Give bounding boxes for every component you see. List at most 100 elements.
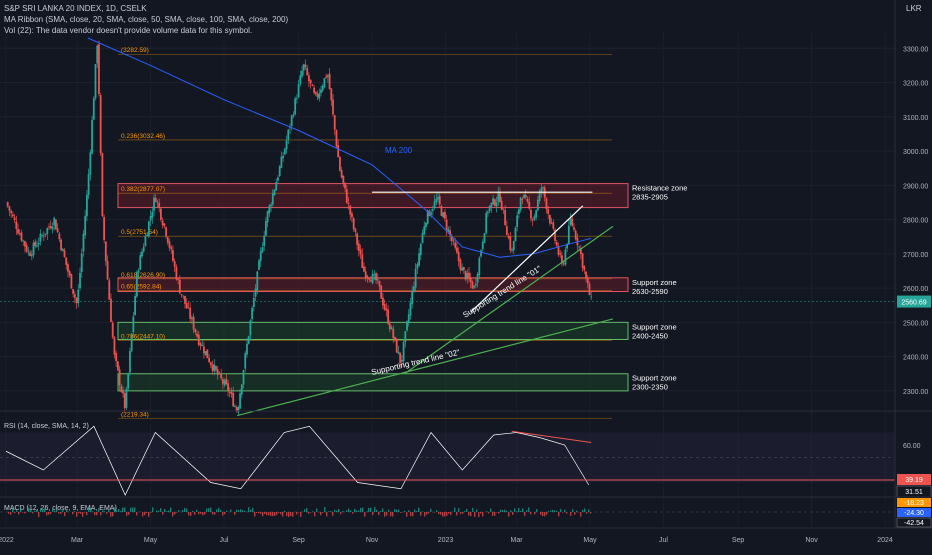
candle-body	[439, 196, 441, 204]
candle-body	[175, 267, 177, 280]
candle-body	[341, 170, 343, 177]
candle-body	[516, 215, 518, 227]
candle-body	[258, 260, 260, 269]
candle-body	[119, 369, 121, 385]
candle-body	[578, 247, 580, 248]
macd-histogram-bar	[296, 512, 297, 514]
macd-histogram-bar	[114, 508, 115, 512]
candle-body	[503, 208, 505, 209]
zone-title: Resistance zone	[632, 184, 687, 193]
macd-histogram-bar	[360, 508, 361, 512]
candle-body	[188, 307, 190, 308]
candle-body	[480, 250, 482, 256]
candle-body	[22, 241, 24, 242]
candle-body	[33, 243, 35, 255]
candle-body	[274, 190, 276, 195]
candle-body	[205, 351, 207, 355]
macd-histogram-bar	[306, 508, 307, 512]
candle-body	[98, 44, 100, 94]
candle-body	[157, 202, 159, 203]
candle-body	[212, 365, 214, 371]
macd-histogram-bar	[212, 512, 213, 515]
candle-body	[454, 243, 456, 248]
candle-body	[184, 296, 186, 304]
candle-body	[193, 317, 195, 330]
candle-body	[317, 94, 319, 97]
macd-histogram-bar	[66, 510, 67, 512]
macd-histogram-bar	[528, 507, 529, 512]
candle-body	[31, 254, 33, 256]
macd-histogram-bar	[104, 511, 105, 512]
candle-body	[88, 174, 90, 195]
macd-histogram-bar	[374, 507, 375, 512]
macd-histogram-bar	[458, 508, 459, 512]
macd-histogram-bar	[42, 510, 43, 512]
macd-histogram-bar	[542, 512, 543, 516]
macd-histogram-bar	[380, 511, 381, 512]
candle-body	[482, 242, 484, 249]
rsi-title: RSI (14, close, SMA, 14, 2)	[4, 423, 89, 430]
candle-body	[34, 242, 36, 246]
macd-histogram-bar	[46, 512, 47, 515]
candle-body	[589, 284, 591, 295]
candle-body	[203, 347, 205, 354]
time-axis-tick: 2022	[0, 537, 14, 544]
candle-body	[27, 252, 29, 253]
candle-body	[478, 258, 480, 275]
candle-body	[504, 210, 506, 225]
macd-histogram-bar	[122, 508, 123, 512]
candle-body	[95, 64, 97, 98]
candle-body	[303, 64, 305, 70]
macd-histogram-bar	[206, 508, 207, 512]
macd-histogram-bar	[530, 512, 531, 514]
macd-histogram-bar	[312, 511, 313, 512]
macd-histogram-bar	[76, 512, 77, 517]
macd-histogram-bar	[346, 510, 347, 512]
macd-histogram-bar	[394, 509, 395, 512]
candle-body	[497, 192, 499, 201]
candle-body	[138, 270, 140, 272]
macd-histogram-bar	[276, 512, 277, 515]
macd-histogram-bar	[234, 512, 235, 515]
candle-body	[587, 278, 589, 284]
candle-body	[442, 212, 444, 217]
macd-histogram-bar	[236, 510, 237, 512]
macd-histogram-bar	[52, 509, 53, 512]
candle-body	[324, 78, 326, 87]
macd-histogram-bar	[252, 508, 253, 512]
candle-body	[43, 236, 45, 237]
candle-body	[330, 88, 332, 100]
candle-body	[349, 206, 351, 215]
macd-histogram-bar	[226, 511, 227, 512]
candle-body	[327, 75, 329, 77]
macd-histogram-bar	[150, 512, 151, 513]
candle-body	[76, 298, 78, 303]
candle-body	[490, 203, 492, 208]
candle-body	[46, 228, 48, 234]
candle-body	[296, 98, 298, 99]
candle-body	[215, 366, 217, 370]
candle-body	[231, 392, 233, 394]
candle-body	[441, 206, 443, 216]
candle-body	[115, 353, 117, 361]
macd-histogram-bar	[384, 512, 385, 517]
candle-body	[50, 226, 52, 228]
candle-body	[518, 209, 520, 214]
candle-body	[189, 308, 191, 319]
macd-histogram-bar	[408, 510, 409, 512]
candle-body	[416, 264, 418, 268]
macd-histogram-bar	[50, 512, 51, 514]
chart-title: S&P SRI LANKA 20 INDEX, 1D, CSELK	[4, 4, 147, 13]
macd-histogram-bar	[160, 508, 161, 512]
candle-body	[547, 209, 549, 214]
candle-body	[286, 140, 288, 149]
candle-body	[527, 199, 529, 202]
candle-body	[208, 358, 210, 362]
macd-histogram-bar	[416, 511, 417, 512]
candle-body	[559, 253, 561, 254]
macd-histogram-bar	[310, 512, 311, 513]
macd-histogram-bar	[398, 510, 399, 512]
candle-body	[246, 344, 248, 355]
